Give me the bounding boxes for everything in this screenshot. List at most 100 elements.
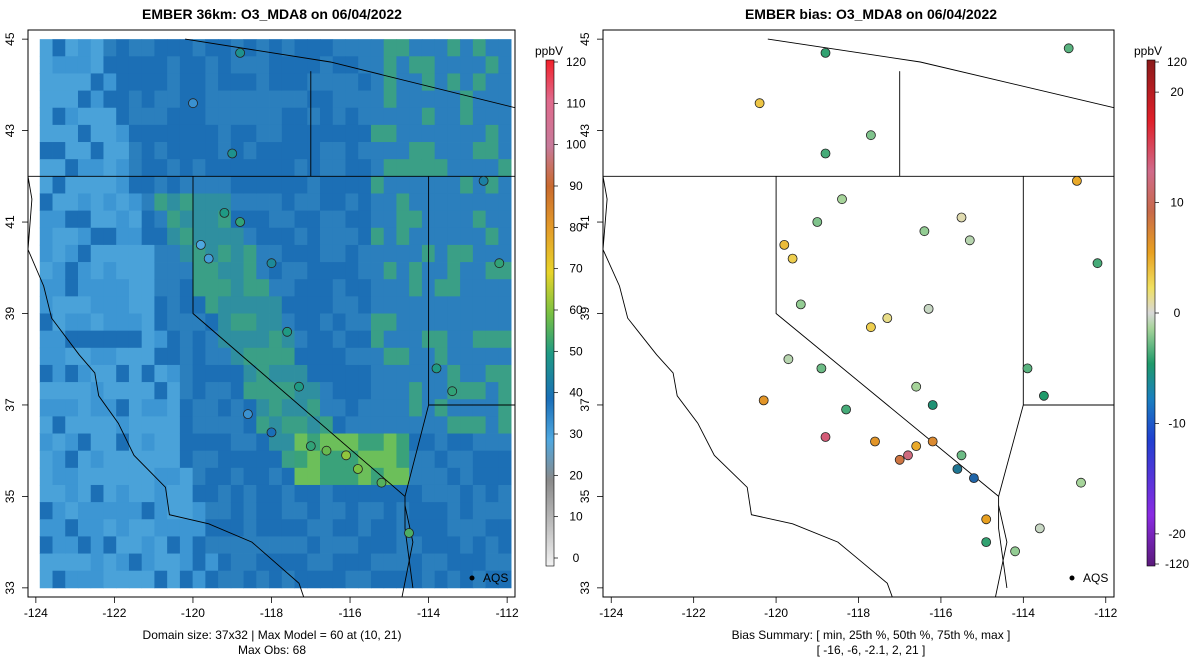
model-grid-cell [141, 570, 155, 589]
model-grid-cell [116, 519, 130, 537]
model-grid-cell [307, 553, 321, 572]
model-grid-cell [141, 519, 155, 537]
model-grid-cell [128, 364, 143, 383]
model-grid-cell [192, 107, 206, 126]
model-grid-cell [294, 467, 308, 486]
model-grid-cell [218, 56, 232, 74]
model-grid-cell [485, 347, 499, 366]
model-grid-cell [294, 484, 308, 503]
model-grid-cell [230, 467, 244, 486]
model-grid-cell [332, 519, 346, 537]
model-grid-cell [128, 536, 143, 554]
model-grid-cell [345, 570, 359, 589]
model-grid-cell [167, 330, 181, 349]
y-tick-label: 39 [578, 307, 592, 321]
model-grid-cell [460, 159, 474, 177]
model-grid-cell [192, 193, 206, 212]
model-grid-cell [128, 399, 143, 417]
model-grid-cell [218, 570, 232, 589]
model-grid-cell [358, 553, 372, 572]
model-grid-cell [498, 56, 512, 74]
model-grid-cell [485, 107, 499, 126]
model-grid-cell [65, 176, 79, 194]
model-grid-cell [128, 193, 143, 212]
model-grid-cell [294, 279, 308, 297]
model-grid-cell [498, 364, 512, 383]
model-grid-cell [230, 570, 244, 589]
model-grid-cell [52, 279, 66, 297]
model-grid-cell [409, 90, 423, 109]
colorbar-tick-label: 0 [573, 551, 580, 565]
model-grid-cell [77, 244, 92, 263]
model-grid-cell [116, 296, 130, 314]
model-grid-cell [345, 56, 359, 74]
model-grid-cell [52, 73, 66, 91]
model-grid-cell [154, 90, 168, 109]
model-grid-cell [460, 536, 474, 554]
model-grid-cell [358, 416, 372, 434]
model-grid-cell [370, 73, 385, 91]
model-grid-cell [167, 159, 181, 177]
model-grid-cell [383, 519, 397, 537]
model-grid-cell [218, 296, 232, 314]
right-colorbar [1146, 59, 1156, 567]
model-grid-cell [345, 519, 359, 537]
model-grid-cell [167, 39, 181, 57]
model-grid-cell [396, 176, 410, 194]
model-grid-cell [383, 330, 397, 349]
model-grid-cell [485, 124, 499, 143]
model-grid-cell [103, 313, 117, 332]
model-grid-cell [472, 107, 486, 126]
model-grid-cell [358, 39, 372, 57]
model-grid-cell [39, 347, 53, 366]
model-grid-cell [383, 56, 397, 74]
model-grid-cell [116, 279, 130, 297]
model-grid-cell [141, 90, 155, 109]
model-grid-cell [498, 382, 512, 400]
model-grid-cell [383, 553, 397, 572]
model-grid-cell [218, 159, 232, 177]
model-grid-cell [167, 433, 181, 452]
model-grid-cell [65, 142, 79, 160]
model-grid-cell [447, 279, 461, 297]
model-grid-cell [65, 313, 79, 332]
model-grid-cell [498, 124, 512, 143]
left-y-axis: 33 35 37 39 41 43 45 [3, 32, 28, 595]
y-tick-label: 43 [3, 124, 17, 138]
x-tick-label: -124 [599, 606, 623, 620]
model-grid-cell [154, 399, 168, 417]
model-grid-cell [281, 416, 295, 434]
model-grid-cell [77, 159, 92, 177]
model-grid-cell [154, 536, 168, 554]
model-grid-cell [358, 296, 372, 314]
model-grid-cell [39, 330, 53, 349]
model-grid-cell [434, 142, 448, 160]
model-grid-cell [269, 279, 283, 297]
model-grid-cell [167, 210, 181, 229]
model-grid-cell [103, 382, 117, 400]
model-grid-cell [320, 484, 334, 503]
model-grid-cell [498, 570, 512, 589]
model-grid-cell [103, 210, 117, 229]
y-tick-label: 33 [578, 581, 592, 595]
model-grid-cell [345, 159, 359, 177]
model-grid-cell [167, 279, 181, 297]
model-grid-cell [154, 176, 168, 194]
bias-point [1010, 546, 1020, 557]
model-grid-cell [332, 416, 346, 434]
model-grid-cell [294, 519, 308, 537]
model-grid-cell [154, 279, 168, 297]
model-grid-cell [205, 416, 219, 434]
left-title: EMBER 36km: O3_MDA8 on 06/04/2022 [142, 6, 402, 22]
model-grid-cell [192, 484, 206, 503]
model-grid-cell [116, 330, 130, 349]
x-tick-label: -118 [847, 606, 870, 620]
model-grid-cell [498, 467, 512, 486]
model-grid-cell [294, 570, 308, 589]
model-grid-cell [103, 553, 117, 572]
model-grid-cell [370, 193, 385, 212]
model-grid-cell [39, 416, 53, 434]
bias-point [758, 395, 769, 406]
model-grid-cell [472, 296, 486, 314]
model-grid-cell [179, 433, 194, 452]
